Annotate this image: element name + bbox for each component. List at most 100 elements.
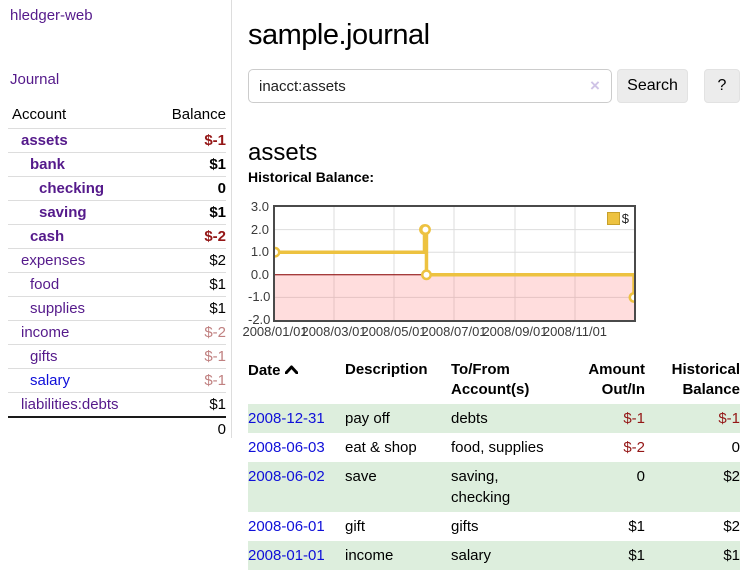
transaction-date-link[interactable]: 2008-01-01	[248, 547, 325, 564]
register-header-description: Description	[345, 361, 428, 378]
register-header-amount: Amount Out/In	[588, 361, 645, 398]
account-link[interactable]: supplies	[30, 300, 86, 317]
transaction-amount: $1	[557, 541, 645, 570]
y-axis-tick-label: 0.0	[250, 266, 269, 282]
account-link[interactable]: expenses	[21, 252, 86, 269]
account-row: gifts $-1	[8, 344, 226, 369]
transaction-description: income	[345, 541, 451, 570]
transaction-row[interactable]: 2008-12-31 pay off debts $-1 $-1	[248, 404, 740, 433]
register-header-row: Date Description To/From Account(s) Amou…	[248, 356, 740, 404]
transaction-date-link[interactable]: 2008-06-01	[248, 518, 325, 535]
account-row: food $1	[8, 272, 226, 297]
accounts-table-header: Account Balance	[8, 102, 226, 129]
transaction-row[interactable]: 2008-06-03 eat & shop food, supplies $-2…	[248, 433, 740, 462]
account-row: saving $1	[8, 200, 226, 225]
transaction-date-link[interactable]: 2008-06-03	[248, 439, 325, 456]
account-balance: $-1	[150, 128, 226, 153]
transaction-accounts: debts	[451, 404, 557, 433]
account-row: income $-2	[8, 320, 226, 345]
y-axis-tick-label: 3.0	[250, 199, 269, 214]
account-balance: $-1	[150, 368, 226, 393]
x-axis-tick-label: 2008/01/01	[242, 324, 308, 339]
transaction-amount: $1	[628, 518, 645, 535]
chart-legend: $	[604, 210, 631, 227]
sort-asc-icon	[284, 360, 299, 380]
x-axis-tick-label: 2008/03/01	[301, 324, 367, 339]
account-link[interactable]: liabilities:debts	[21, 396, 119, 413]
x-axis-tick-label: 2008/11/01	[542, 324, 608, 339]
account-link[interactable]: saving	[39, 204, 87, 221]
x-axis-tick-label: 2008/09/01	[482, 324, 548, 339]
account-row: cash $-2	[8, 224, 226, 249]
y-axis-tick-label: 1.0	[250, 244, 269, 260]
transaction-description: eat & shop	[345, 439, 417, 456]
transaction-row[interactable]: 2008-06-01 gift gifts $1 $2	[248, 512, 740, 541]
account-row: expenses $2	[8, 248, 226, 273]
x-axis-tick-label: 2008/05/01	[361, 324, 427, 339]
accounts-total-row: 0	[8, 416, 226, 441]
transaction-balance: 0	[731, 439, 740, 456]
balance-chart: 3.0 2.0 1.0 0.0 -1.0 -2.0 $ 2008/01/01 2008/03…	[242, 199, 742, 340]
account-link[interactable]: checking	[39, 180, 105, 197]
account-link[interactable]: food	[30, 276, 60, 293]
account-link[interactable]: bank	[30, 156, 66, 173]
transaction-description: gift	[345, 518, 366, 535]
account-balance: $1	[150, 200, 226, 225]
transaction-amount: $-1	[557, 404, 645, 433]
accounts-header-balance: Balance	[171, 106, 226, 123]
account-balance: $1	[150, 392, 226, 417]
account-row: liabilities:debts $1	[8, 392, 226, 417]
sidebar-item-journal[interactable]: Journal	[10, 71, 60, 88]
account-balance: $1	[150, 272, 226, 297]
transaction-balance: $1	[645, 541, 740, 570]
chart-title: Historical Balance:	[248, 169, 375, 185]
account-link[interactable]: cash	[30, 228, 65, 245]
search-input[interactable]	[248, 69, 612, 103]
transaction-description: pay off	[345, 404, 451, 433]
main-content: sample.journal × Search ? assets Histori…	[242, 0, 742, 582]
chart-plot-area[interactable]: $	[273, 205, 636, 322]
accounts-header-account: Account	[12, 106, 67, 123]
transaction-description: save	[345, 462, 451, 512]
transaction-accounts: salary	[451, 541, 557, 570]
account-balance: $1	[150, 152, 226, 177]
y-axis-tick-label: -2.0	[248, 312, 271, 327]
account-row: checking 0	[8, 176, 226, 201]
x-axis-tick-label: 2008/07/01	[421, 324, 487, 339]
accounts-table: Account Balance assets $-1 bank $1 check…	[8, 102, 226, 441]
chart-svg	[275, 207, 634, 320]
transaction-row[interactable]: 2008-06-02 save saving, checking 0 $2	[248, 462, 740, 512]
transaction-date-link[interactable]: 2008-06-02	[248, 468, 325, 485]
transaction-row[interactable]: 2008-01-01 income salary $1 $1	[248, 541, 740, 570]
account-balance: $1	[150, 296, 226, 321]
account-link[interactable]: assets	[21, 132, 68, 149]
accounts-total-spacer	[8, 416, 151, 441]
account-row: salary $-1	[8, 368, 226, 393]
account-balance: $-2	[150, 224, 226, 249]
help-button[interactable]: ?	[704, 69, 740, 103]
account-balance: $2	[150, 248, 226, 273]
transaction-balance: $2	[723, 518, 740, 535]
account-balance: 0	[150, 176, 226, 201]
account-link[interactable]: gifts	[30, 348, 58, 365]
app-title-link[interactable]: hledger-web	[10, 7, 93, 24]
y-axis-tick-label: -1.0	[248, 289, 271, 305]
account-link[interactable]: income	[21, 324, 70, 341]
page-title: sample.journal	[248, 19, 430, 52]
legend-label: $	[621, 211, 629, 226]
account-balance: $-1	[150, 344, 226, 369]
y-axis-tick-label: 2.0	[250, 221, 269, 237]
register-header-date[interactable]: Date	[248, 356, 345, 404]
account-row: supplies $1	[8, 296, 226, 321]
account-link[interactable]: salary	[30, 372, 71, 389]
register-header-balance: Historical Balance	[671, 361, 740, 398]
search-form: × Search ?	[248, 69, 742, 103]
account-balance: $-2	[150, 320, 226, 345]
transaction-balance: $-1	[645, 404, 740, 433]
account-row: assets $-1	[8, 128, 226, 153]
clear-search-icon[interactable]: ×	[590, 76, 600, 95]
transaction-date-link[interactable]: 2008-12-31	[248, 410, 325, 427]
account-heading: assets	[248, 138, 318, 166]
register-table: Date Description To/From Account(s) Amou…	[248, 356, 740, 570]
search-button[interactable]: Search	[617, 69, 688, 103]
